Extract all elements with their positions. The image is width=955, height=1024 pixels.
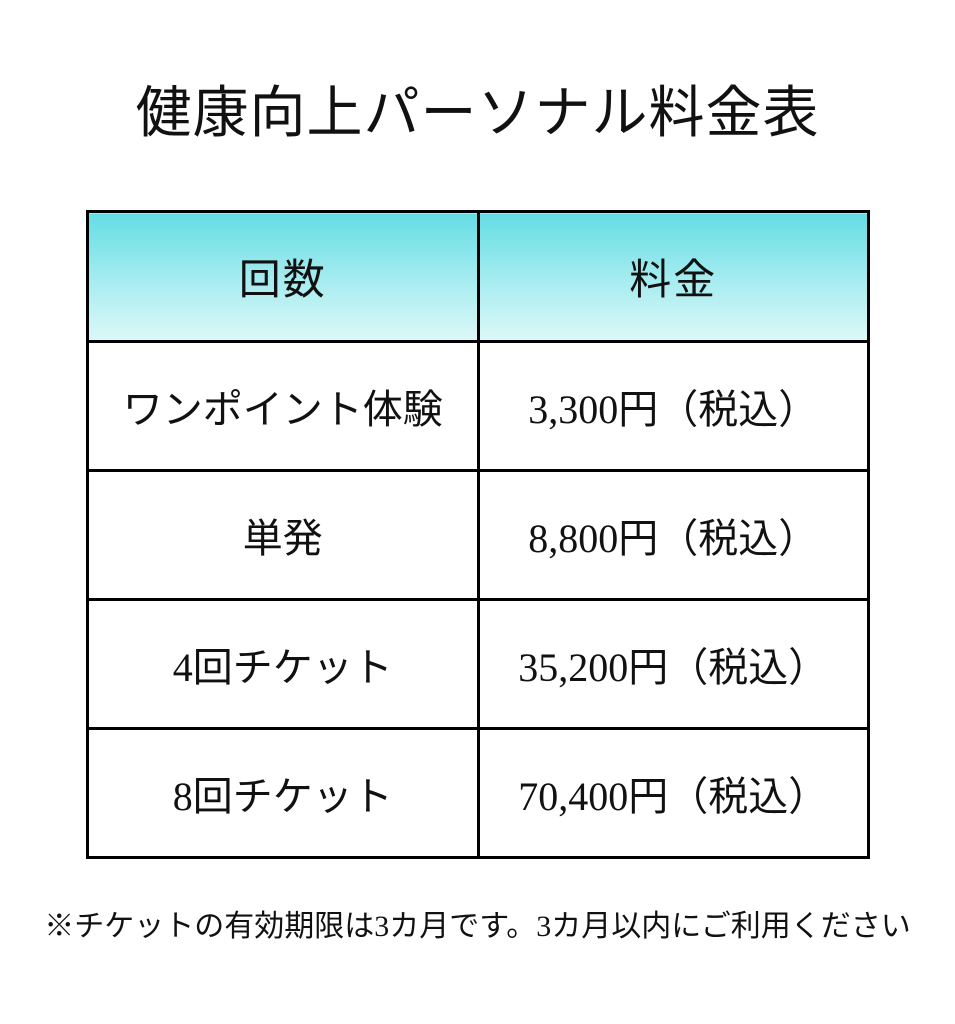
plan-price: 35,200円（税込）	[476, 598, 870, 730]
plan-label: 4回チケット	[86, 598, 480, 730]
price-table: 回数 料金 ワンポイント体験 3,300円（税込） 単発 8,800円（税込） …	[86, 210, 870, 859]
header-cell-count: 回数	[86, 210, 480, 343]
header-row: 回数 料金	[86, 210, 870, 343]
plan-label: ワンポイント体験	[86, 340, 480, 472]
header-cell-price: 料金	[476, 210, 870, 343]
plan-price: 70,400円（税込）	[476, 727, 870, 859]
ticket-validity-footnote: ※チケットの有効期限は3カ月です。3カ月以内にご利用ください	[44, 910, 911, 943]
table-row: 8回チケット 70,400円（税込）	[86, 727, 870, 859]
plan-label: 8回チケット	[86, 727, 480, 859]
table-row: 単発 8,800円（税込）	[86, 469, 870, 601]
plan-price: 3,300円（税込）	[476, 340, 870, 472]
page-title: 健康向上パーソナル料金表	[135, 83, 820, 145]
plan-price: 8,800円（税込）	[476, 469, 870, 601]
plan-label: 単発	[86, 469, 480, 601]
price-table-body: ワンポイント体験 3,300円（税込） 単発 8,800円（税込） 4回チケット…	[86, 340, 870, 859]
table-row: ワンポイント体験 3,300円（税込）	[86, 340, 870, 472]
price-table-header: 回数 料金	[86, 210, 870, 343]
table-row: 4回チケット 35,200円（税込）	[86, 598, 870, 730]
